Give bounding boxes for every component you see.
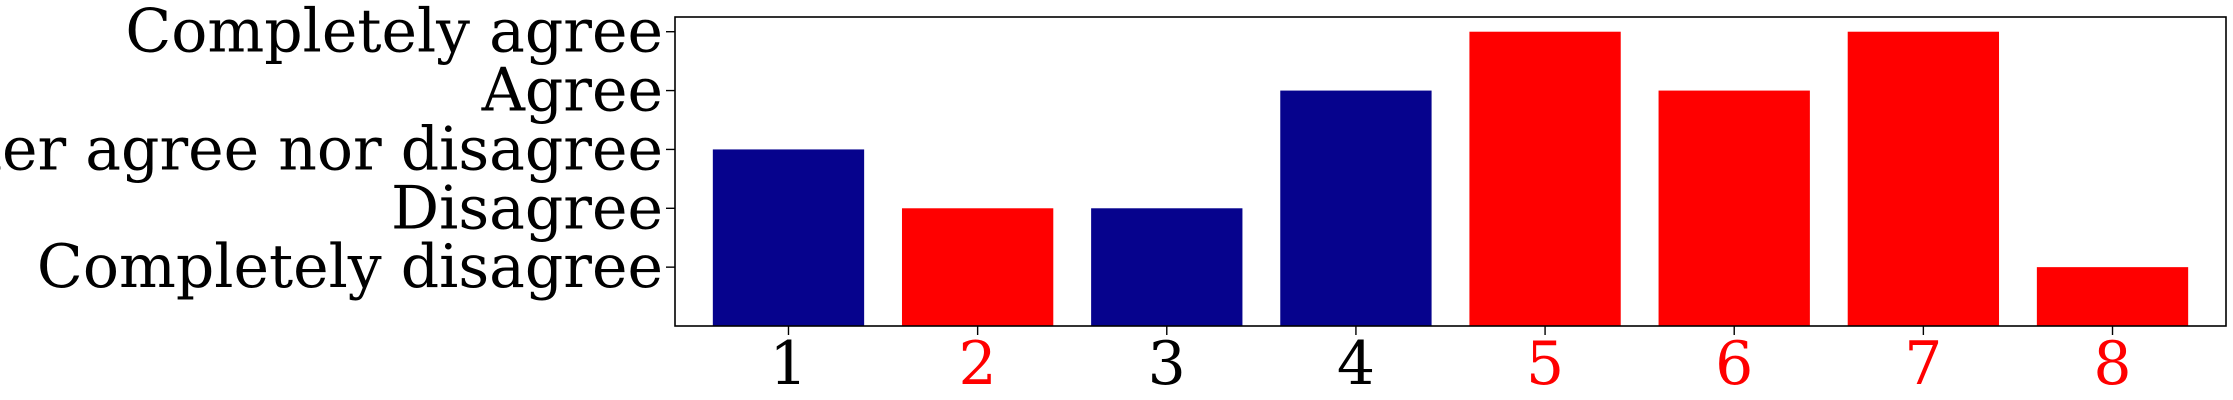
x-tick-label: 2 xyxy=(959,329,997,399)
bars-group xyxy=(712,31,2189,326)
x-tick-label: 4 xyxy=(1337,329,1375,399)
x-tick-label: 1 xyxy=(769,329,807,399)
y-tick-label: Disagree xyxy=(391,173,663,243)
x-tick-label: 7 xyxy=(1904,329,1942,399)
plot-frame xyxy=(674,16,2227,327)
y-tick-label: Agree xyxy=(481,56,663,126)
bar-7 xyxy=(1847,31,2000,326)
y-tick-label: Neither agree nor disagree xyxy=(0,114,663,184)
bar-2 xyxy=(901,208,1054,326)
x-tick-label: 3 xyxy=(1148,329,1186,399)
x-tick-label: 6 xyxy=(1715,329,1753,399)
y-tick-label: Completely disagree xyxy=(37,232,663,302)
bar-5 xyxy=(1469,31,1621,326)
x-axis: 1 2 3 4 5 6 7 8 xyxy=(769,326,2132,399)
y-axis: Completely disagreeDisagreeNeither agree… xyxy=(0,0,675,302)
bar-3 xyxy=(1091,208,1243,326)
bar-6 xyxy=(1658,90,1810,326)
bar-8 xyxy=(2036,267,2189,326)
bar-4 xyxy=(1280,90,1432,326)
x-tick-label: 8 xyxy=(2093,329,2131,399)
x-tick-label: 5 xyxy=(1526,329,1564,399)
bar-1 xyxy=(712,149,865,326)
y-tick-label: Completely agree xyxy=(125,0,663,67)
